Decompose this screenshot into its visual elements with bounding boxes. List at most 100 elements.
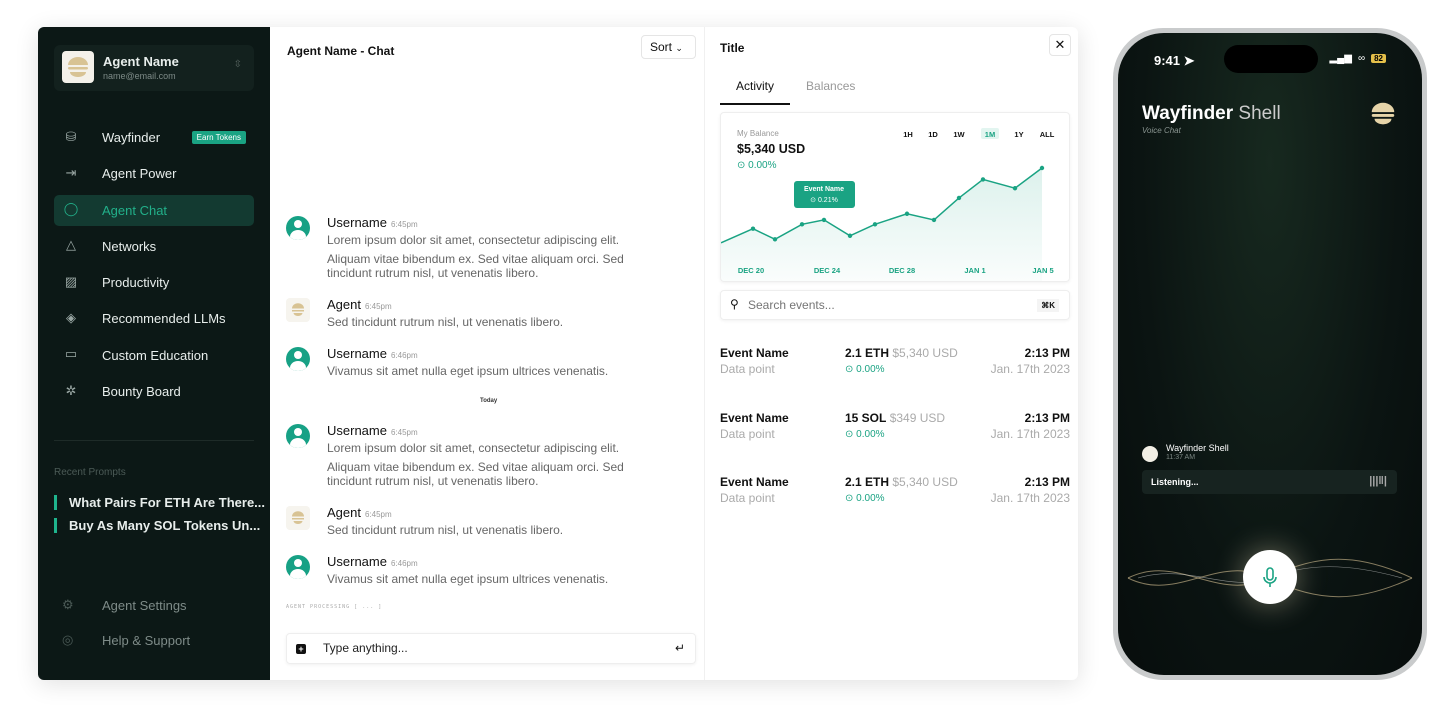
sidebar-item-agent-chat[interactable]: ◯ Agent Chat bbox=[54, 194, 254, 226]
event-sub: Data point bbox=[720, 362, 775, 376]
event-row[interactable]: Event Name Data point 2.1 ETH $5,340 USD ⊙ … bbox=[720, 475, 1070, 531]
account-switcher[interactable]: Agent Name name@email.com ⇳ bbox=[54, 45, 254, 91]
amount: 2.1 ETH bbox=[845, 346, 890, 360]
location-arrow-icon: ➤ bbox=[1183, 53, 1195, 68]
message-text: Sed tincidunt rutrum nisl, ut venenatis … bbox=[327, 523, 657, 538]
event-date: Jan. 17th 2023 bbox=[990, 362, 1070, 376]
event-time: 2:13 PM bbox=[1024, 475, 1070, 489]
event-sub: Data point bbox=[720, 491, 775, 505]
chat-panel: Agent Name - Chat Sort ⌄ Username 6:45pm L… bbox=[270, 27, 705, 680]
sidebar-item-productivity[interactable]: ▨ Productivity bbox=[54, 267, 254, 298]
message-sender: Wayfinder Shell bbox=[1166, 443, 1229, 453]
sidebar-item-custom-education[interactable]: ▭ Custom Education bbox=[54, 340, 254, 371]
close-button[interactable]: ✕ bbox=[1049, 34, 1071, 56]
message-line: Vivamus sit amet nulla eget ipsum ultric… bbox=[327, 572, 609, 586]
phone-title: Wayfinder Shell bbox=[1142, 103, 1281, 125]
link-icon: ∞ bbox=[1357, 53, 1366, 64]
message-line: Vivamus sit amet nulla eget ipsum ultric… bbox=[327, 364, 609, 378]
message-time: 11:37 AM bbox=[1166, 454, 1196, 461]
message-text: Lorem ipsum dolor sit amet, consectetur … bbox=[327, 233, 657, 281]
message-line: Aliquam vitae bibendum ex. Sed vitae ali… bbox=[327, 459, 624, 489]
agent-avatar bbox=[286, 298, 310, 322]
sort-label: Sort bbox=[650, 40, 673, 54]
change-value: 0.00% bbox=[856, 493, 885, 504]
chevron-down-icon: ⌄ bbox=[675, 43, 683, 53]
tab-balances[interactable]: Balances bbox=[806, 79, 856, 93]
recent-prompt[interactable]: Buy As Many SOL Tokens Un... bbox=[54, 518, 260, 533]
change-value: 0.00% bbox=[856, 364, 885, 375]
chart-tooltip bbox=[794, 181, 855, 208]
message-line: Lorem ipsum dolor sit amet, consectetur … bbox=[327, 233, 620, 247]
app-window: Agent Name name@email.com ⇳ ⛁ Wayfinder Ea… bbox=[38, 27, 1078, 680]
title-light: Shell bbox=[1238, 103, 1281, 124]
amount: 2.1 ETH bbox=[845, 475, 890, 489]
wayfinder-logo bbox=[1368, 99, 1398, 134]
arrow-up-circle-icon: ⊙ bbox=[845, 428, 854, 440]
help-support-link[interactable]: ◎ Help & Support bbox=[62, 632, 190, 648]
message-time: 6:45pm bbox=[364, 302, 392, 311]
sidebar-item-recommended-llms[interactable]: ◈ Recommended LLMs bbox=[54, 303, 254, 334]
event-time: 2:13 PM bbox=[1024, 410, 1070, 425]
signal-icon: ▂▄▆ bbox=[1329, 53, 1352, 64]
message-input[interactable] bbox=[323, 641, 653, 655]
event-row[interactable]: Event Name Data point 2.1 ETH $5,340 USD ⊙ … bbox=[720, 346, 1070, 402]
agent-avatar bbox=[286, 506, 310, 530]
sidebar-item-networks[interactable]: △ Networks bbox=[54, 231, 254, 262]
listening-text: Listening... bbox=[1151, 477, 1199, 487]
account-email: name@email.com bbox=[103, 71, 176, 81]
author-name: Username bbox=[327, 423, 387, 438]
person-star-icon: ✲ bbox=[65, 382, 77, 398]
shell-avatar bbox=[1142, 446, 1158, 462]
event-change: ⊙ 0.00% bbox=[845, 364, 885, 375]
data-point bbox=[872, 222, 878, 227]
active-range-bg bbox=[981, 128, 999, 139]
event-change: ⊙ 0.00% bbox=[845, 429, 885, 440]
sidebar-item-label: Agent Power bbox=[102, 166, 177, 182]
user-avatar bbox=[286, 347, 310, 371]
search-input[interactable] bbox=[748, 298, 1008, 312]
event-amount: 2.1 ETH $5,340 USD bbox=[845, 346, 958, 360]
event-change: ⊙ 0.00% bbox=[845, 493, 885, 504]
agent-settings-label: Agent Settings bbox=[102, 597, 187, 613]
network-icon: △ bbox=[66, 237, 76, 253]
phone-screen: 9:41 ➤ ▂▄▆ ∞ 82 Wayfinder Shell Voice Chat… bbox=[1118, 33, 1422, 675]
message-author: Username 6:45pm bbox=[327, 215, 418, 230]
microphone-button[interactable] bbox=[1243, 550, 1297, 604]
message-author: Username 6:46pm bbox=[327, 346, 418, 361]
add-attachment-icon[interactable]: + bbox=[296, 644, 306, 654]
divider bbox=[54, 440, 254, 441]
battery-icon: 82 bbox=[1371, 54, 1386, 63]
waveform-icon: |||‖| bbox=[1369, 475, 1387, 487]
event-sub: Data point bbox=[720, 426, 775, 441]
sidebar-item-wayfinder[interactable]: ⛁ Wayfinder Earn Tokens bbox=[54, 122, 254, 153]
message-text: Vivamus sit amet nulla eget ipsum ultric… bbox=[327, 572, 657, 587]
event-name: Event Name bbox=[720, 410, 789, 425]
event-amount: 2.1 ETH $5,340 USD bbox=[845, 475, 958, 489]
sort-button[interactable]: Sort ⌄ bbox=[641, 35, 696, 59]
search-events: ⚲ ⌘K bbox=[720, 290, 1070, 320]
sidebar-item-bounty-board[interactable]: ✲ Bounty Board bbox=[54, 376, 254, 407]
search-icon: ⚲ bbox=[730, 297, 739, 311]
shortcut-hint: ⌘K bbox=[1037, 299, 1059, 312]
sidebar-item-label: Bounty Board bbox=[102, 384, 181, 400]
phone-subtitle: Voice Chat bbox=[1142, 126, 1181, 135]
login-arrow-icon: ⇥ bbox=[65, 164, 77, 180]
message-author: Agent 6:45pm bbox=[327, 505, 392, 520]
recent-prompt[interactable]: What Pairs For ETH Are There... bbox=[54, 495, 265, 510]
processing-indicator: AGENT PROCESSING [ ... ] bbox=[286, 604, 383, 610]
user-avatar bbox=[286, 424, 310, 448]
tab-activity[interactable]: Activity bbox=[720, 79, 791, 105]
event-name: Event Name bbox=[720, 475, 789, 489]
event-row[interactable]: Event Name Data point 15 SOL $349 USD ⊙ 0.0… bbox=[720, 411, 1070, 467]
x-tick-label: DEC 28 bbox=[889, 266, 915, 275]
agent-settings-link[interactable]: ⚙ Agent Settings bbox=[62, 597, 187, 613]
sidebar-item-label: Productivity bbox=[102, 275, 170, 291]
event-time: 2:13 PM bbox=[1024, 346, 1070, 360]
enter-icon[interactable]: ↵ bbox=[674, 641, 685, 655]
sidebar-item-label: Recommended LLMs bbox=[102, 311, 226, 327]
sidebar-item-agent-power[interactable]: ⇥ Agent Power bbox=[54, 158, 254, 189]
time-text: 9:41 bbox=[1154, 53, 1181, 68]
amount: 15 SOL bbox=[845, 410, 887, 425]
x-tick-label: DEC 24 bbox=[814, 266, 841, 275]
chevron-updown-icon: ⇳ bbox=[233, 59, 242, 70]
